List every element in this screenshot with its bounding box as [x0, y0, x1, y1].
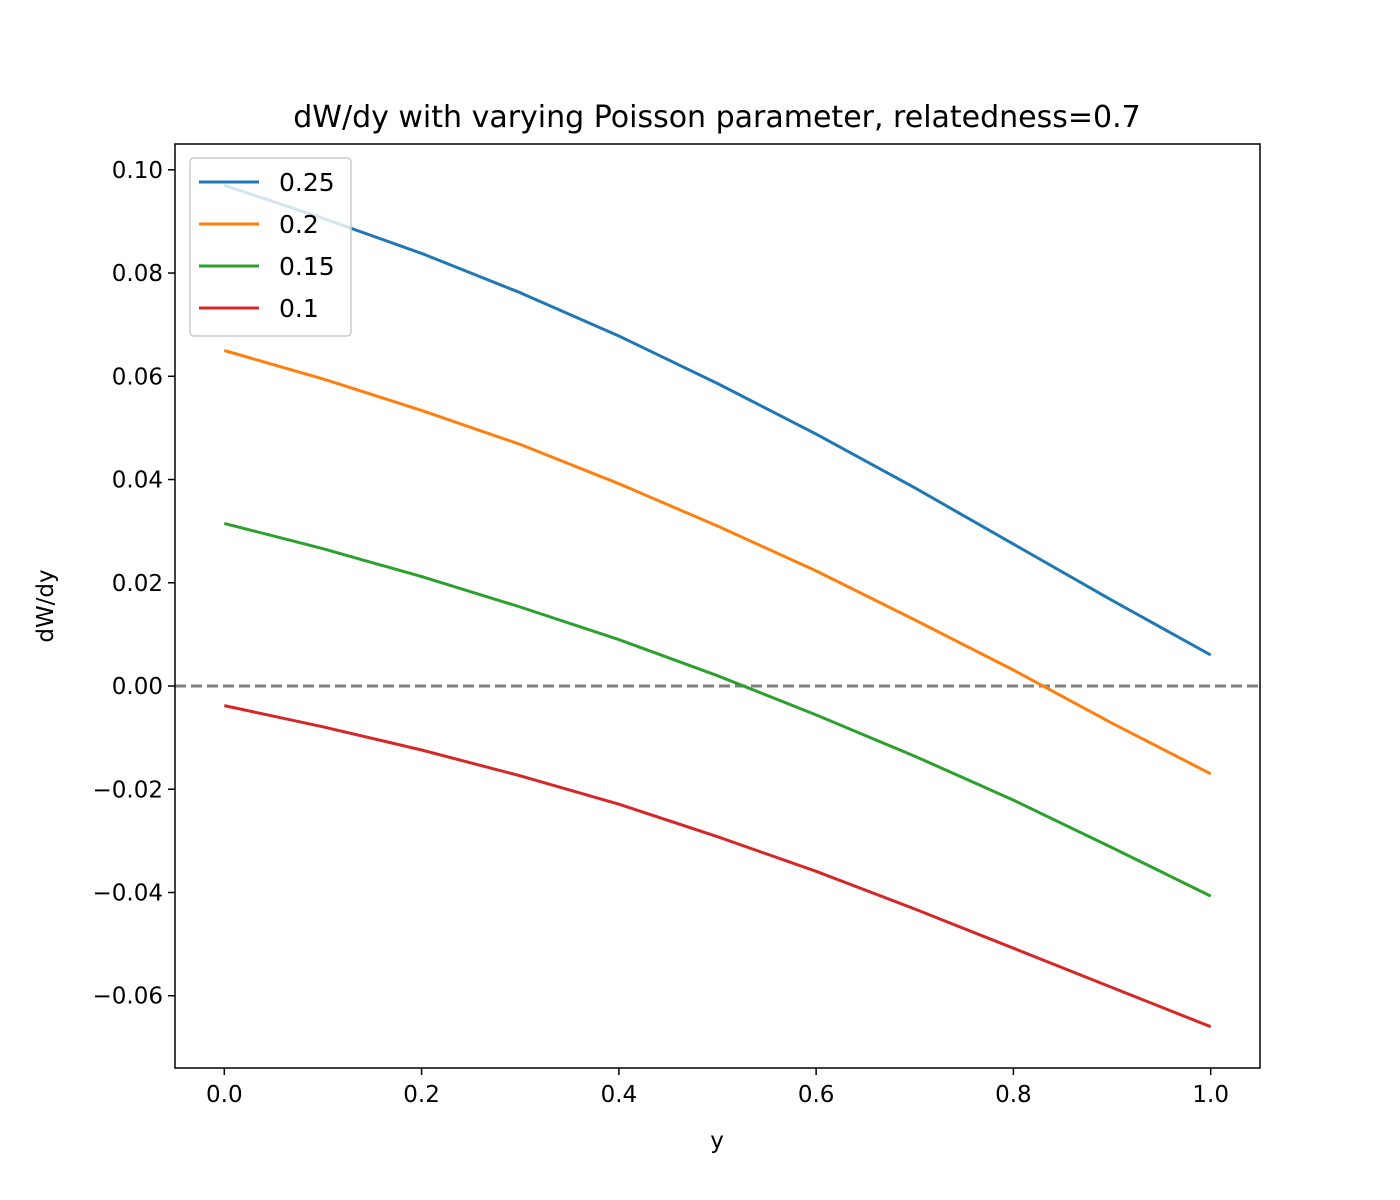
- y-tick-label: 0.04: [112, 468, 163, 494]
- series-line-0-15: [223, 521, 1212, 898]
- series-line-0-2: [223, 349, 1212, 776]
- legend-label: 0.15: [279, 252, 335, 281]
- y-axis-label: dW/dy: [33, 569, 59, 642]
- legend-label: 0.2: [279, 210, 319, 239]
- x-axis-label: y: [710, 1128, 724, 1154]
- series-line-0-1: [223, 704, 1212, 1029]
- legend-box: [189, 157, 352, 337]
- x-tick-label: 1.0: [1192, 1082, 1229, 1108]
- x-tick-label: 0.8: [995, 1082, 1032, 1108]
- legend-label: 0.1: [279, 294, 319, 323]
- x-tick-label: 0.4: [601, 1082, 638, 1108]
- y-tick-label: −0.04: [93, 880, 163, 906]
- x-tick-label: 0.6: [798, 1082, 835, 1108]
- series-line-0-25: [223, 183, 1212, 657]
- y-tick-label: 0.10: [112, 158, 163, 184]
- y-tick-label: 0.00: [112, 674, 163, 700]
- y-tick-label: −0.02: [93, 777, 163, 803]
- x-tick-label: 0.0: [206, 1082, 243, 1108]
- y-tick-label: 0.08: [112, 261, 163, 287]
- chart-title: dW/dy with varying Poisson parameter, re…: [293, 100, 1141, 135]
- y-tick-label: 0.06: [112, 364, 163, 390]
- x-tick-label: 0.2: [403, 1082, 440, 1108]
- plot-frame: [174, 143, 1261, 1069]
- y-tick-label: 0.02: [112, 571, 163, 597]
- y-tick-label: −0.06: [93, 984, 163, 1010]
- legend-label: 0.25: [279, 168, 335, 197]
